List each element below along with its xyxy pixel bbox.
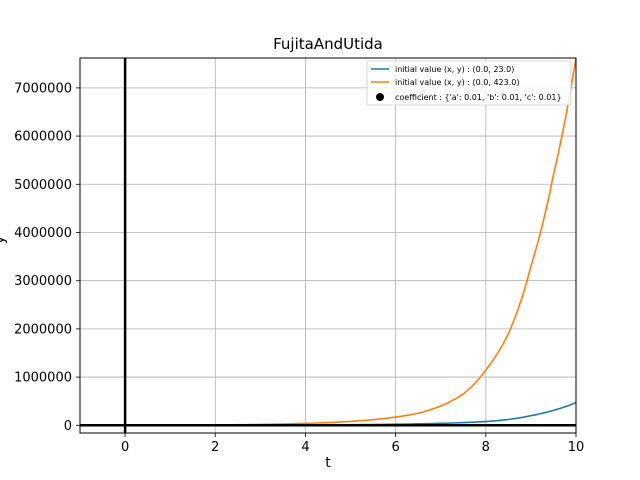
y-tick-label: 6000000 — [14, 130, 72, 145]
y-tick-label: 5000000 — [14, 178, 72, 193]
x-ticks: 0 2 4 6 8 10 — [121, 433, 584, 455]
y-tick-label: 3000000 — [14, 274, 72, 289]
y-ticks: 0 1000000 2000000 3000000 4000000 5000000 6000… — [14, 81, 80, 434]
x-tick-label: 2 — [211, 440, 219, 455]
y-tick-label: 2000000 — [14, 322, 72, 337]
y-tick-label: 4000000 — [14, 226, 72, 241]
legend-label-coefficient: coefficient : {'a': 0.01, 'b': 0.01, 'c'… — [395, 93, 562, 102]
y-tick-label: 1000000 — [14, 371, 72, 386]
zero-lines — [80, 58, 576, 433]
grid — [80, 58, 577, 433]
legend-dot-icon — [376, 93, 384, 101]
x-tick-label: 6 — [391, 440, 399, 455]
x-tick-label: 4 — [301, 440, 309, 455]
chart-title: FujitaAndUtida — [273, 35, 383, 53]
legend-box — [366, 60, 572, 106]
x-tick-label: 10 — [568, 440, 585, 455]
legend: initial value (x, y) : (0.0, 23.0) initia… — [366, 60, 572, 106]
x-axis-label: t — [325, 455, 331, 471]
plot-frame — [79, 57, 577, 434]
x-tick-label: 8 — [482, 440, 490, 455]
legend-label-1: initial value (x, y) : (0.0, 23.0) — [395, 65, 514, 74]
legend-label-2: initial value (x, y) : (0.0, 423.0) — [395, 78, 519, 87]
y-tick-label: 7000000 — [14, 81, 72, 96]
y-axis-label: y — [0, 236, 8, 244]
y-tick-label: 0 — [64, 419, 72, 434]
x-tick-label: 0 — [121, 440, 129, 455]
